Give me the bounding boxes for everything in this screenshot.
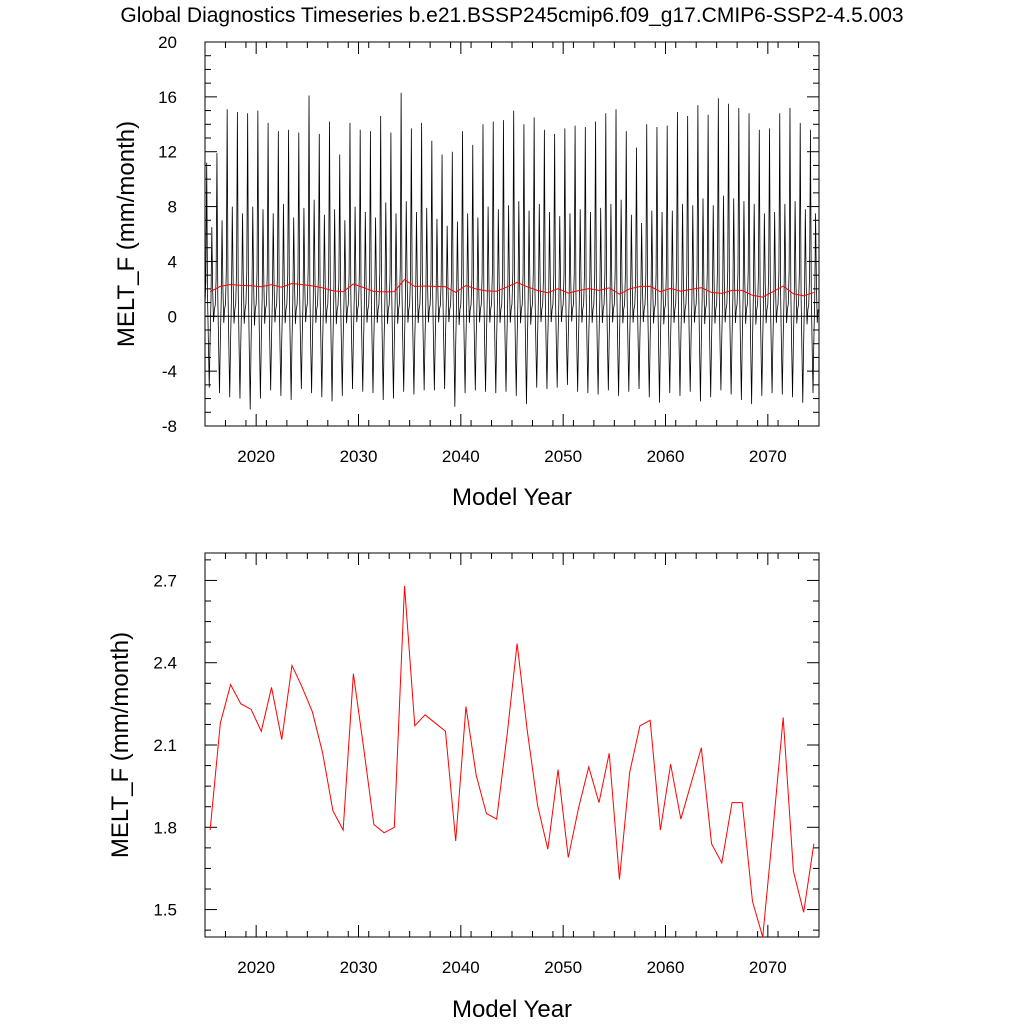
- y-tick-label: -4: [162, 362, 177, 381]
- monthly-series-line: [204, 92, 819, 410]
- y-tick-label: 8: [168, 198, 177, 217]
- plot-frame-bottom: [204, 552, 820, 938]
- x-axis-label-top: Model Year: [452, 484, 572, 511]
- x-tick-label: 2070: [749, 958, 787, 977]
- x-tick-label: 2030: [340, 958, 378, 977]
- x-axis-label-bottom: Model Year: [452, 996, 572, 1023]
- y-tick-label: 1.5: [153, 901, 177, 920]
- annual-mean-series-line: [209, 585, 815, 938]
- y-tick-label: 2.7: [153, 571, 177, 590]
- x-tick-label: 2070: [749, 447, 787, 466]
- figure-title: Global Diagnostics Timeseries b.e21.BSSP…: [120, 4, 903, 27]
- panel-monthly: -8 -4 0 4 8 12 16 20 2020 2030 2040 2050 2060 2070 M…: [113, 33, 820, 511]
- y-tick-label: 2.4: [153, 654, 177, 673]
- y-axis-label-bottom: MELT_F (mm/month): [107, 632, 134, 858]
- y-axis-label-top: MELT_F (mm/month): [113, 121, 140, 347]
- x-tick-label: 2050: [544, 447, 582, 466]
- y-tick-label: 20: [158, 33, 177, 52]
- series-group-top: [204, 92, 819, 410]
- y-tick-label: 2.1: [153, 736, 177, 755]
- x-tick-label: 2060: [647, 447, 685, 466]
- y-tick-label: 0: [168, 307, 177, 326]
- y-tick-label: 12: [158, 143, 177, 162]
- x-tick-label: 2020: [237, 958, 275, 977]
- y-tick-label: -8: [162, 417, 177, 436]
- y-tick-label: 16: [158, 88, 177, 107]
- x-tick-label: 2030: [340, 447, 378, 466]
- plot-frame-top: [204, 41, 820, 427]
- series-group-bottom: [209, 585, 815, 938]
- panel-annual: 1.5 1.8 2.1 2.4 2.7 2020 2030 2040 2050 2060 2070…: [107, 552, 820, 1023]
- x-axis-bottom: 2020 2030 2040 2050 2060 2070: [204, 553, 820, 977]
- x-tick-label: 2040: [442, 958, 480, 977]
- y-tick-label: 4: [168, 252, 177, 271]
- x-tick-label: 2060: [647, 958, 685, 977]
- x-axis-top: 2020 2030 2040 2050 2060 2070: [204, 42, 820, 466]
- annual-mean-series-line: [209, 278, 815, 298]
- x-tick-label: 2040: [442, 447, 480, 466]
- y-axis-bottom: 1.5 1.8 2.1 2.4 2.7: [153, 559, 819, 931]
- y-tick-label: 1.8: [153, 818, 177, 837]
- x-tick-label: 2050: [544, 958, 582, 977]
- x-tick-label: 2020: [237, 447, 275, 466]
